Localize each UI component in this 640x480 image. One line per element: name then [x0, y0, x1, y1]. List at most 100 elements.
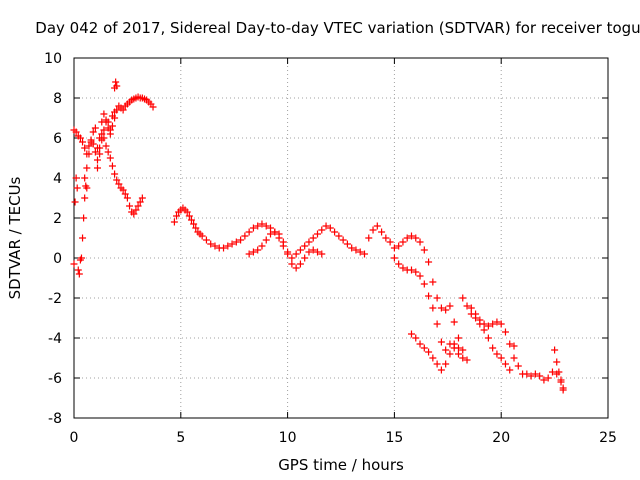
- series-seg2: [70, 126, 146, 218]
- data-point: [292, 264, 300, 272]
- data-point: [108, 122, 116, 130]
- data-point: [173, 212, 181, 220]
- data-point: [271, 228, 279, 236]
- data-point: [331, 228, 339, 236]
- data-point: [506, 366, 514, 374]
- data-point: [111, 170, 119, 178]
- data-point: [106, 130, 114, 138]
- data-point: [454, 334, 462, 342]
- data-point: [232, 238, 240, 246]
- data-point: [412, 268, 420, 276]
- data-point: [258, 220, 266, 228]
- series-seg7: [245, 228, 326, 272]
- data-point: [187, 216, 195, 224]
- series-seg11: [459, 294, 514, 374]
- y-axis-label: SDTVAR / TECUs: [6, 176, 24, 299]
- data-point: [429, 304, 437, 312]
- data-point: [497, 320, 505, 328]
- data-point: [322, 222, 330, 230]
- series-seg12: [467, 304, 518, 362]
- data-point: [395, 260, 403, 268]
- data-point: [429, 278, 437, 286]
- data-point: [170, 218, 178, 226]
- data-point: [348, 244, 356, 252]
- data-point: [454, 344, 462, 352]
- data-point: [390, 244, 398, 252]
- data-point: [510, 354, 518, 362]
- data-point: [506, 340, 514, 348]
- data-point: [81, 194, 89, 202]
- data-point: [132, 206, 140, 214]
- data-point: [202, 236, 210, 244]
- series-seg9: [390, 254, 467, 362]
- data-point: [249, 224, 257, 232]
- data-point: [335, 232, 343, 240]
- y-tick-label: 6: [53, 131, 62, 147]
- data-point: [275, 230, 283, 238]
- data-point: [476, 316, 484, 324]
- data-point: [373, 222, 381, 230]
- x-tick-label: 10: [279, 430, 297, 446]
- data-point: [267, 224, 275, 232]
- data-point: [102, 118, 110, 126]
- x-tick-label: 5: [176, 430, 185, 446]
- data-points: [70, 78, 567, 394]
- data-point: [467, 304, 475, 312]
- data-point: [450, 340, 458, 348]
- data-point: [433, 294, 441, 302]
- data-point: [93, 164, 101, 172]
- data-point: [420, 280, 428, 288]
- x-axis-label: GPS time / hours: [278, 456, 404, 474]
- data-point: [80, 214, 88, 222]
- data-point: [296, 246, 304, 254]
- data-point: [407, 232, 415, 240]
- data-point: [211, 242, 219, 250]
- data-point: [245, 250, 253, 258]
- axis-ticks: 0 5 10 15 20 25 -8 -6 -4 -2 0 2 4 6 8 10: [44, 51, 617, 446]
- data-point: [429, 354, 437, 362]
- data-point: [369, 226, 377, 234]
- data-point: [395, 242, 403, 250]
- data-point: [296, 260, 304, 268]
- y-tick-label: -4: [48, 331, 62, 347]
- data-point: [301, 242, 309, 250]
- data-point: [437, 338, 445, 346]
- data-point: [149, 103, 157, 111]
- data-point: [100, 110, 108, 118]
- data-point: [79, 138, 87, 146]
- data-point: [288, 254, 296, 262]
- data-point: [93, 156, 101, 164]
- data-point: [548, 368, 556, 376]
- data-point: [96, 150, 104, 158]
- data-point: [85, 150, 93, 158]
- data-point: [74, 266, 82, 274]
- data-point: [416, 238, 424, 246]
- data-point: [493, 318, 501, 326]
- data-point: [489, 344, 497, 352]
- data-point: [254, 246, 262, 254]
- data-point: [102, 142, 110, 150]
- data-point: [360, 250, 368, 258]
- data-point: [228, 240, 236, 248]
- data-point: [108, 162, 116, 170]
- data-point: [459, 346, 467, 354]
- data-point: [420, 344, 428, 352]
- data-point: [241, 232, 249, 240]
- data-point: [111, 114, 119, 122]
- data-point: [76, 134, 84, 142]
- data-point: [544, 374, 552, 382]
- data-point: [420, 246, 428, 254]
- data-point: [314, 230, 322, 238]
- data-point: [425, 292, 433, 300]
- data-point: [527, 372, 535, 380]
- data-point: [446, 350, 454, 358]
- data-point: [450, 318, 458, 326]
- data-point: [416, 272, 424, 280]
- data-point: [557, 376, 565, 384]
- data-point: [113, 106, 121, 114]
- data-point: [309, 234, 317, 242]
- x-tick-label: 20: [492, 430, 510, 446]
- series-seg5: [93, 114, 119, 172]
- data-point: [459, 354, 467, 362]
- data-point: [98, 136, 106, 144]
